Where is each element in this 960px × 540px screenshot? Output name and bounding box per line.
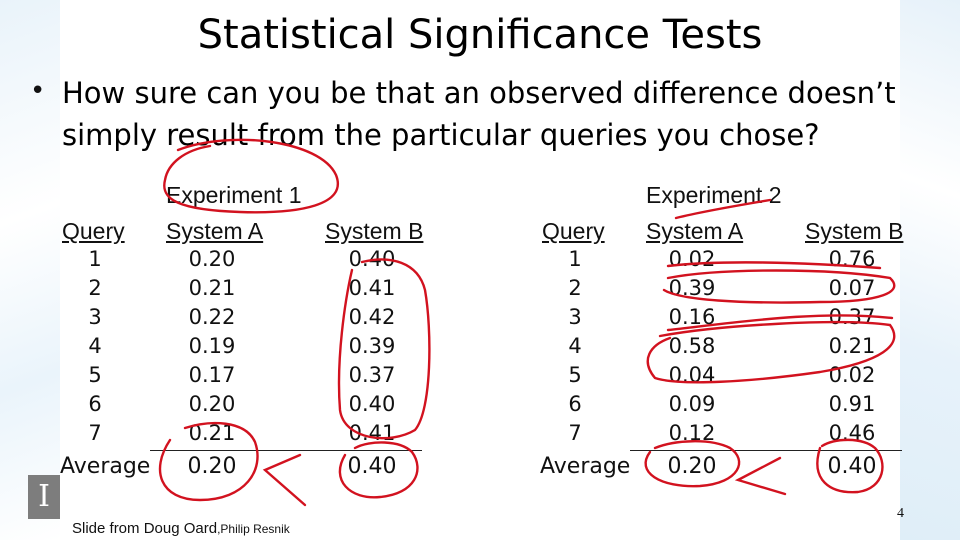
table-cell: 0.02	[828, 363, 876, 387]
table-cell: 0.91	[828, 392, 876, 416]
table-cell: 1	[568, 247, 582, 271]
average-value-system-b: 0.40	[347, 454, 397, 479]
logo-icon: I	[28, 475, 60, 519]
table-cell: 0.20	[188, 392, 236, 416]
table-cell: 0.42	[348, 305, 396, 329]
table-cell: 0.39	[348, 334, 396, 358]
left-decoration	[0, 0, 60, 540]
bullet-icon: •	[30, 76, 46, 106]
table-cell: 0.16	[668, 305, 716, 329]
table-cell: 0.46	[828, 421, 876, 445]
table-cell: 0.19	[188, 334, 236, 358]
table-cell: 4	[568, 334, 582, 358]
table-cell: 0.17	[188, 363, 236, 387]
column-header-system-b: System B	[325, 218, 424, 244]
table-cell: 0.21	[188, 276, 236, 300]
table-cell: 7	[568, 421, 582, 445]
table-cell: 0.40	[348, 247, 396, 271]
table-cell: 0.04	[668, 363, 716, 387]
average-value-system-a: 0.20	[667, 454, 717, 479]
table-cell: 3	[88, 305, 102, 329]
slide-credit: Slide from Doug Oard,Philip Resnik	[72, 520, 290, 537]
table-cell: 0.12	[668, 421, 716, 445]
experiment-title: Experiment 2	[646, 182, 782, 208]
column-header-system-b: System B	[805, 218, 904, 244]
table-cell: 0.20	[188, 247, 236, 271]
slide-title: Statistical Significance Tests	[197, 12, 763, 58]
ink-less-than-exp2	[734, 456, 787, 496]
average-value-system-b: 0.40	[827, 454, 877, 479]
column-header-query: Query	[62, 218, 125, 244]
column-header-system-a: System A	[166, 218, 264, 244]
table-cell: 2	[568, 276, 582, 300]
average-label: Average	[60, 454, 151, 479]
table-cell: 0.37	[828, 305, 876, 329]
column-header-query: Query	[542, 218, 605, 244]
table-cell: 0.02	[668, 247, 716, 271]
table-cell: 2	[88, 276, 102, 300]
column-header-system-a: System A	[646, 218, 744, 244]
table-cell: 1	[88, 247, 102, 271]
bullet-text: How sure can you be that an observed dif…	[62, 76, 896, 152]
table-cell: 0.09	[668, 392, 716, 416]
table-cell: 7	[88, 421, 102, 445]
table-divider	[150, 450, 422, 451]
table-divider	[630, 450, 902, 451]
page-number: 4	[897, 506, 904, 521]
credit-secondary: ,Philip Resnik	[217, 522, 290, 536]
table-cell: 5	[88, 363, 102, 387]
average-value-system-a: 0.20	[187, 454, 237, 479]
credit-main: Slide from Doug Oard	[72, 520, 218, 537]
average-label: Average	[540, 454, 631, 479]
table-cell: 3	[568, 305, 582, 329]
experiment-title: Experiment 1	[166, 182, 302, 208]
table-cell: 0.22	[188, 305, 236, 329]
table-cell: 0.37	[348, 363, 396, 387]
table-cell: 6	[88, 392, 102, 416]
table-cell: 0.58	[668, 334, 716, 358]
table-cell: 0.21	[188, 421, 236, 445]
table-cell: 0.40	[348, 392, 396, 416]
table-cell: 4	[88, 334, 102, 358]
table-cell: 0.76	[828, 247, 876, 271]
right-decoration	[900, 0, 960, 540]
table-cell: 5	[568, 363, 582, 387]
ink-less-than-exp1	[262, 453, 307, 507]
table-cell: 6	[568, 392, 582, 416]
table-cell: 0.07	[828, 276, 876, 300]
table-cell: 0.39	[668, 276, 716, 300]
table-cell: 0.21	[828, 334, 876, 358]
table-cell: 0.41	[348, 421, 396, 445]
bullet-point: • How sure can you be that an observed d…	[30, 72, 910, 156]
table-cell: 0.41	[348, 276, 396, 300]
